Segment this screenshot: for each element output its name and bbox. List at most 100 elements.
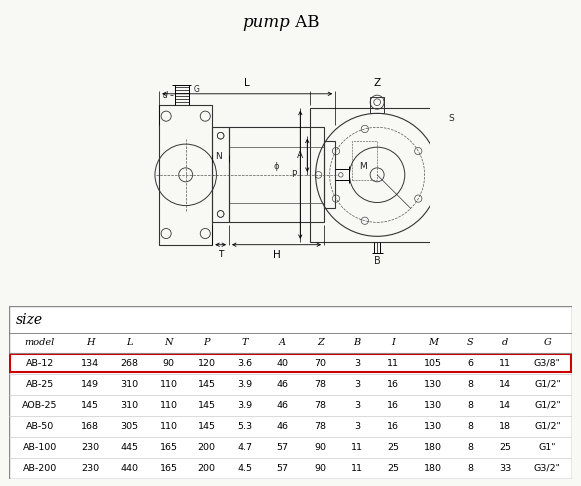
- Text: G1/2": G1/2": [534, 401, 561, 410]
- Text: T: T: [218, 250, 223, 260]
- Text: L: L: [244, 78, 250, 88]
- Text: 8: 8: [467, 443, 474, 451]
- Text: 3: 3: [354, 401, 360, 410]
- Text: AB: AB: [290, 14, 320, 31]
- Text: 90: 90: [163, 359, 175, 368]
- Text: 46: 46: [277, 401, 289, 410]
- Text: 230: 230: [81, 443, 99, 451]
- Bar: [352, 141, 377, 180]
- Text: 6: 6: [467, 359, 474, 368]
- Text: 180: 180: [424, 443, 442, 451]
- Text: 268: 268: [120, 359, 138, 368]
- Bar: [439, 164, 453, 186]
- Text: 78: 78: [315, 401, 327, 410]
- Text: 3: 3: [354, 380, 360, 389]
- Text: 168: 168: [81, 422, 99, 431]
- Text: 8: 8: [467, 422, 474, 431]
- Text: S: S: [467, 338, 474, 347]
- Text: 3: 3: [354, 422, 360, 431]
- Text: ϕ: ϕ: [274, 162, 279, 171]
- Bar: [212, 127, 229, 223]
- Text: 11: 11: [351, 443, 363, 451]
- Text: P: P: [203, 338, 210, 347]
- Text: 78: 78: [315, 422, 327, 431]
- Text: G1/2": G1/2": [534, 380, 561, 389]
- Text: M: M: [428, 338, 437, 347]
- Bar: [310, 108, 444, 242]
- Text: I: I: [392, 338, 395, 347]
- Text: 440: 440: [120, 464, 138, 473]
- Text: 230: 230: [81, 464, 99, 473]
- Text: AB-200: AB-200: [23, 464, 57, 473]
- Text: 16: 16: [388, 401, 399, 410]
- Text: 310: 310: [120, 380, 138, 389]
- Text: G: G: [543, 338, 551, 347]
- Text: N: N: [164, 338, 173, 347]
- Bar: [370, 97, 384, 113]
- Text: A: A: [297, 151, 303, 160]
- Text: 25: 25: [499, 443, 511, 451]
- Text: 16: 16: [388, 422, 399, 431]
- Text: G1/2": G1/2": [534, 422, 561, 431]
- Text: H: H: [86, 338, 94, 347]
- Text: L: L: [126, 338, 132, 347]
- Text: 310: 310: [120, 401, 138, 410]
- Text: 145: 145: [198, 422, 216, 431]
- Text: 145: 145: [198, 401, 216, 410]
- Text: B: B: [353, 338, 361, 347]
- Text: 445: 445: [120, 443, 138, 451]
- Text: 57: 57: [277, 443, 289, 451]
- Text: 90: 90: [315, 443, 327, 451]
- Text: S: S: [449, 114, 454, 123]
- Text: N: N: [215, 152, 222, 161]
- Text: 145: 145: [198, 380, 216, 389]
- Text: AB-12: AB-12: [26, 359, 54, 368]
- Text: A: A: [279, 338, 286, 347]
- Text: 46: 46: [277, 380, 289, 389]
- Text: 46: 46: [277, 422, 289, 431]
- Text: T: T: [241, 338, 248, 347]
- Text: 4.5: 4.5: [237, 464, 252, 473]
- Text: 3.9: 3.9: [237, 401, 252, 410]
- Text: AB-50: AB-50: [26, 422, 54, 431]
- Text: 105: 105: [424, 359, 442, 368]
- Text: Z: Z: [374, 78, 381, 88]
- Text: 25: 25: [388, 443, 399, 451]
- Text: 3.9: 3.9: [237, 380, 252, 389]
- Text: AOB-25: AOB-25: [22, 401, 58, 410]
- Text: AB-100: AB-100: [23, 443, 57, 451]
- Text: 130: 130: [424, 380, 442, 389]
- Text: G3/8": G3/8": [534, 359, 561, 368]
- Text: Z: Z: [317, 338, 324, 347]
- Text: G: G: [194, 86, 200, 94]
- Text: 90: 90: [315, 464, 327, 473]
- Text: P: P: [290, 170, 296, 179]
- Text: AB-25: AB-25: [26, 380, 54, 389]
- Text: 180: 180: [424, 464, 442, 473]
- Bar: [159, 105, 212, 245]
- Text: 8: 8: [467, 401, 474, 410]
- Text: G1": G1": [539, 443, 556, 451]
- Text: pump: pump: [243, 14, 290, 31]
- Text: model: model: [25, 338, 55, 347]
- Text: size: size: [16, 312, 42, 327]
- Text: 110: 110: [160, 422, 178, 431]
- Text: 14: 14: [499, 380, 511, 389]
- Text: M: M: [359, 162, 367, 171]
- Text: 4.7: 4.7: [237, 443, 252, 451]
- Text: 3.6: 3.6: [237, 359, 252, 368]
- Text: 120: 120: [198, 359, 216, 368]
- Text: 149: 149: [81, 380, 99, 389]
- Text: d: d: [163, 91, 167, 100]
- Text: G3/2": G3/2": [534, 464, 561, 473]
- Text: 134: 134: [81, 359, 99, 368]
- Text: d: d: [502, 338, 508, 347]
- Text: 130: 130: [424, 401, 442, 410]
- Text: 145: 145: [81, 401, 99, 410]
- Text: 8: 8: [467, 380, 474, 389]
- Text: 33: 33: [499, 464, 511, 473]
- Text: 57: 57: [277, 464, 289, 473]
- Text: 110: 110: [160, 380, 178, 389]
- Text: 110: 110: [160, 401, 178, 410]
- Text: 25: 25: [388, 464, 399, 473]
